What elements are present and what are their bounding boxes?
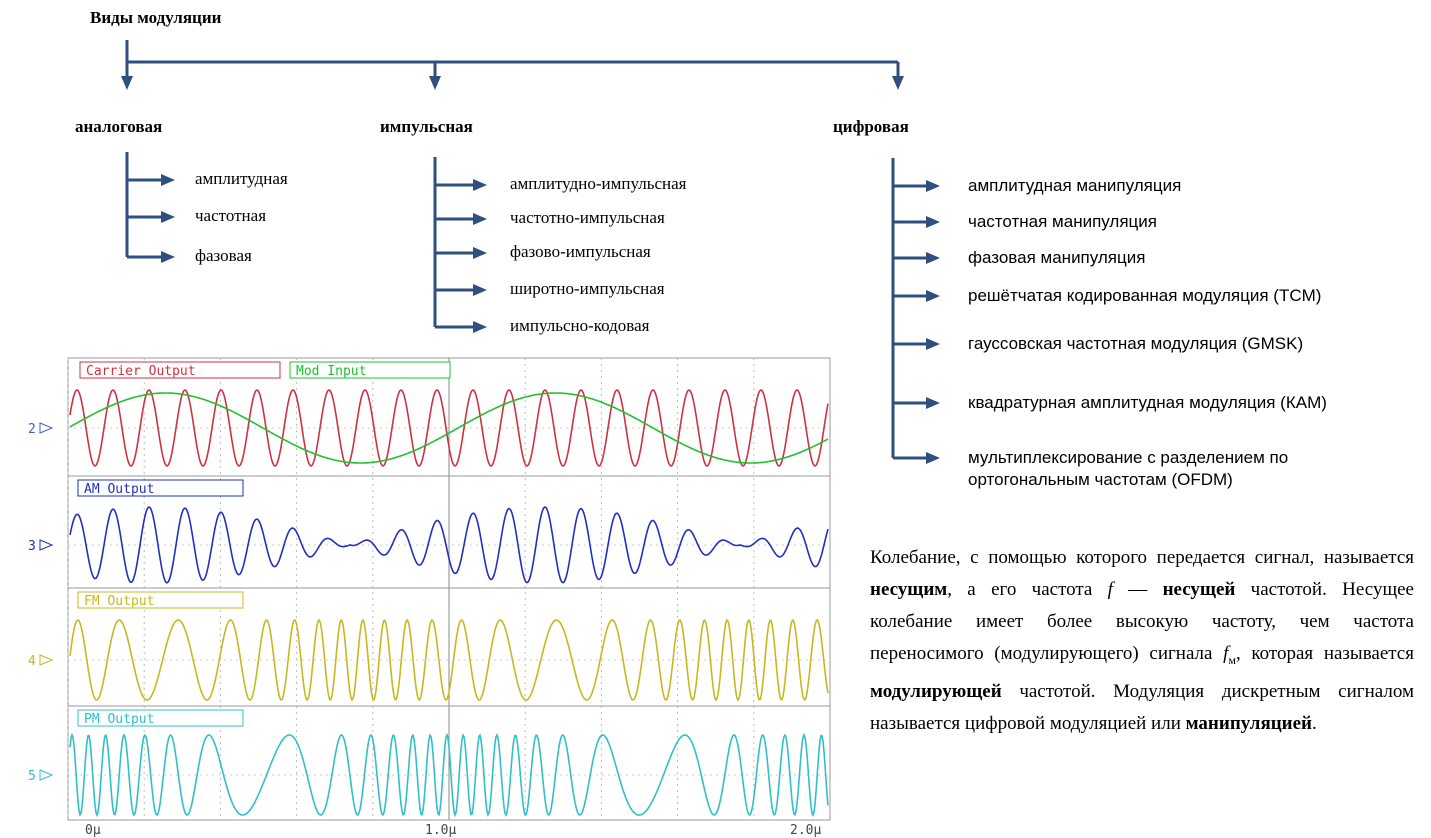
time-label: 2.0μ bbox=[790, 823, 821, 838]
page-body: Carrier Output Mod Input AM Output FM Outpu… bbox=[0, 0, 1431, 838]
paragraph-run: несущим bbox=[870, 579, 947, 600]
modulation-type: амплитудно-импульсная bbox=[510, 174, 686, 194]
paragraph-run: модулирующей bbox=[870, 681, 1002, 702]
modulation-type: решётчатая кодированная модуляция (TCM) bbox=[968, 285, 1378, 307]
trace-label: PM Output bbox=[84, 712, 154, 727]
paragraph-run: м bbox=[1228, 653, 1236, 667]
modulation-type: частотная манипуляция bbox=[968, 211, 1378, 233]
arrow-head bbox=[926, 290, 940, 302]
paragraph-run: . bbox=[1312, 713, 1317, 734]
channel-marker bbox=[40, 770, 52, 780]
channel-marker bbox=[40, 540, 52, 550]
modulation-type: амплитудная bbox=[195, 169, 288, 189]
trace-label: Carrier Output bbox=[86, 364, 196, 379]
modulation-type: амплитудная манипуляция bbox=[968, 175, 1378, 197]
time-label: 1.0μ bbox=[425, 823, 456, 838]
channel-marker bbox=[40, 655, 52, 665]
modulation-type: квадратурная амплитудная модуляция (КАМ) bbox=[968, 392, 1378, 414]
arrow-head bbox=[926, 452, 940, 464]
arrow-head bbox=[926, 252, 940, 264]
channel-label: 2 bbox=[28, 422, 36, 437]
modulation-type: частотная bbox=[195, 206, 266, 226]
arrow-head bbox=[926, 180, 940, 192]
page: {"title":"Виды модуляции", "groups":[ {"… bbox=[0, 0, 1431, 838]
title: Виды модуляции bbox=[90, 8, 221, 28]
group-label: цифровая bbox=[833, 117, 909, 137]
paragraph-run: Колебание, с помощью которого передается… bbox=[870, 547, 1414, 568]
arrow-head bbox=[892, 76, 904, 90]
channel-marker bbox=[40, 423, 52, 433]
paragraph-run: манипуляцией bbox=[1186, 713, 1312, 734]
group-label: импульсная bbox=[380, 117, 473, 137]
paragraph-run: , а его частота bbox=[947, 579, 1107, 600]
arrow-head bbox=[926, 338, 940, 350]
group-label: аналоговая bbox=[75, 117, 162, 137]
modulation-type: фазово-импульсная bbox=[510, 242, 651, 262]
channel-label: 3 bbox=[28, 539, 36, 554]
modulation-type: гауссовская частотная модуляция (GMSK) bbox=[968, 333, 1378, 355]
modulation-type: мультиплексирование с разделением по орт… bbox=[968, 447, 1378, 491]
time-label: 0μ bbox=[85, 823, 101, 838]
paragraph: Колебание, с помощью которого передается… bbox=[870, 542, 1414, 740]
paragraph-run: — bbox=[1113, 579, 1163, 600]
channel-label: 5 bbox=[28, 769, 36, 784]
trace-label: AM Output bbox=[84, 482, 154, 497]
paragraph-run: , которая называется bbox=[1236, 643, 1414, 664]
paragraph-run: несущей bbox=[1163, 579, 1236, 600]
modulation-type: фазовая манипуляция bbox=[968, 247, 1378, 269]
modulation-type: импульсно-кодовая bbox=[510, 316, 649, 336]
modulation-type: частотно-импульсная bbox=[510, 208, 665, 228]
arrow-head bbox=[926, 397, 940, 409]
arrow-head bbox=[926, 216, 940, 228]
trace-label: Mod Input bbox=[296, 364, 366, 379]
trace-label: FM Output bbox=[84, 594, 154, 609]
modulation-type: фазовая bbox=[195, 246, 252, 266]
channel-label: 4 bbox=[28, 654, 36, 669]
modulation-type: широтно-импульсная bbox=[510, 279, 665, 299]
